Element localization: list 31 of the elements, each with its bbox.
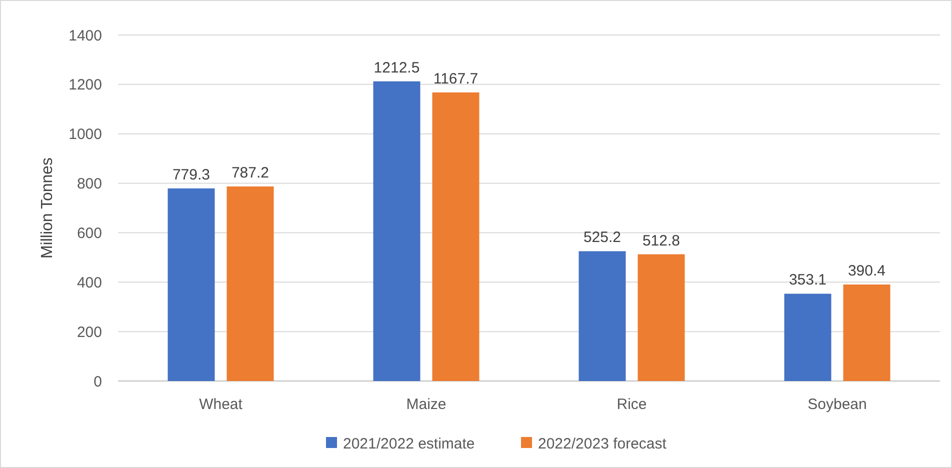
bar — [843, 284, 890, 381]
y-axis-title: Million Tonnes — [39, 157, 56, 259]
data-label: 525.2 — [583, 229, 622, 246]
x-tick-label: Rice — [616, 396, 647, 413]
x-tick-label: Maize — [406, 396, 446, 413]
y-tick-label: 600 — [76, 224, 102, 242]
data-label: 787.2 — [231, 164, 270, 182]
x-tick-label: Soybean — [808, 396, 867, 413]
data-label: 779.3 — [172, 166, 210, 184]
bar — [784, 294, 832, 381]
data-label: 1167.7 — [433, 70, 478, 88]
data-label: 512.8 — [642, 232, 680, 250]
y-tick-label: 200 — [76, 324, 102, 341]
bar — [578, 251, 626, 381]
y-tick-label: 1200 — [68, 76, 102, 94]
data-label: 1212.5 — [374, 59, 420, 76]
y-tick-label: 1000 — [68, 126, 102, 144]
bar — [432, 92, 480, 381]
x-tick-label: Wheat — [199, 396, 244, 413]
bar — [168, 188, 215, 381]
bar — [373, 81, 420, 381]
bar — [638, 254, 685, 381]
legend-label: 2021/2022 estimate — [343, 435, 475, 452]
y-tick-label: 1400 — [68, 27, 102, 44]
y-tick-label: 0 — [94, 373, 102, 390]
data-label: 353.1 — [788, 272, 827, 289]
legend-label: 2022/2023 forecast — [538, 435, 668, 452]
bar — [226, 186, 274, 381]
data-label: 390.4 — [848, 262, 886, 280]
y-tick-label: 400 — [76, 274, 102, 292]
y-tick-label: 800 — [76, 176, 102, 193]
